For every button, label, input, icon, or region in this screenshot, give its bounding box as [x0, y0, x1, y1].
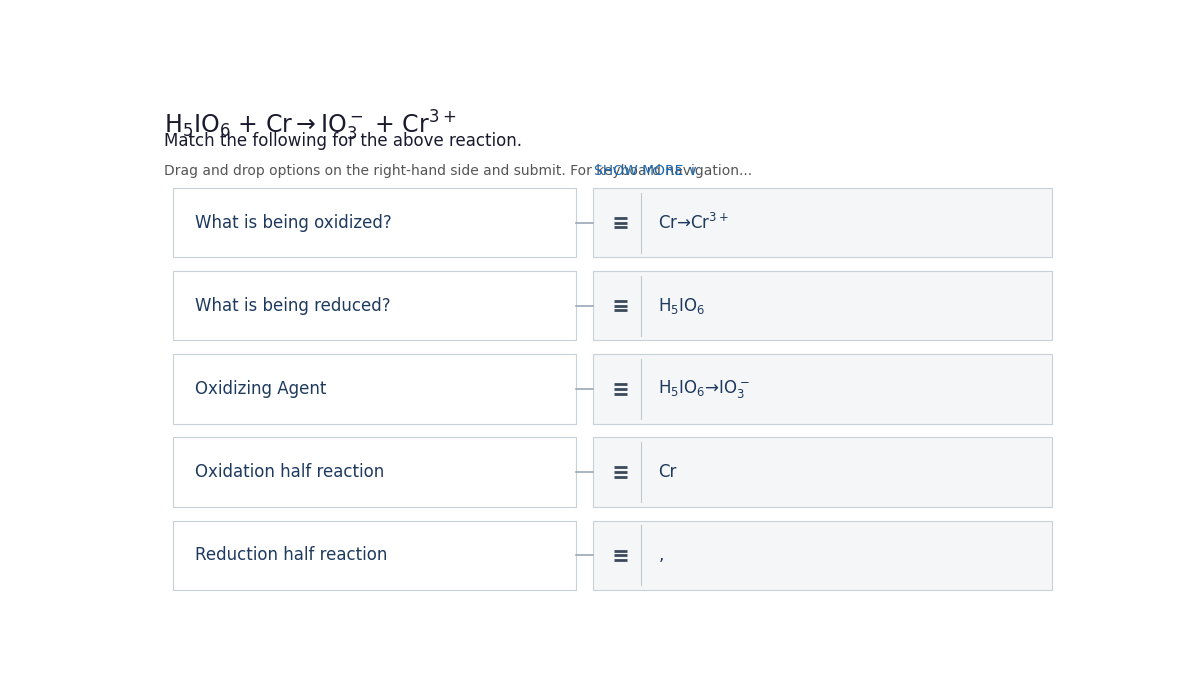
FancyBboxPatch shape: [593, 271, 1052, 340]
Text: What is being oxidized?: What is being oxidized?: [194, 214, 391, 232]
Text: ,: ,: [659, 546, 664, 564]
Text: H$_5$IO$_6$: H$_5$IO$_6$: [659, 296, 706, 316]
Text: H$_5$IO$_6$→IO$_3^-$: H$_5$IO$_6$→IO$_3^-$: [659, 378, 750, 400]
Text: Oxidizing Agent: Oxidizing Agent: [194, 380, 326, 398]
FancyBboxPatch shape: [173, 271, 576, 340]
Text: H$_5$IO$_6$ + Cr$\rightarrow$IO$_3^-$ + Cr$^{3+}$: H$_5$IO$_6$ + Cr$\rightarrow$IO$_3^-$ + …: [164, 108, 456, 143]
Text: Cr: Cr: [659, 463, 677, 481]
Text: SHOW MORE ∨: SHOW MORE ∨: [594, 164, 698, 178]
FancyBboxPatch shape: [593, 521, 1052, 590]
FancyBboxPatch shape: [173, 438, 576, 507]
Text: Drag and drop options on the right-hand side and submit. For keyboard navigation: Drag and drop options on the right-hand …: [164, 164, 752, 178]
Text: Reduction half reaction: Reduction half reaction: [194, 546, 388, 564]
FancyBboxPatch shape: [173, 521, 576, 590]
Text: Match the following for the above reaction.: Match the following for the above reacti…: [164, 132, 522, 150]
FancyBboxPatch shape: [593, 188, 1052, 258]
Text: What is being reduced?: What is being reduced?: [194, 297, 390, 315]
Text: Cr→Cr$^{3+}$: Cr→Cr$^{3+}$: [659, 213, 730, 232]
FancyBboxPatch shape: [593, 354, 1052, 424]
Text: Oxidation half reaction: Oxidation half reaction: [194, 463, 384, 481]
FancyBboxPatch shape: [173, 188, 576, 258]
FancyBboxPatch shape: [173, 354, 576, 424]
FancyBboxPatch shape: [593, 438, 1052, 507]
